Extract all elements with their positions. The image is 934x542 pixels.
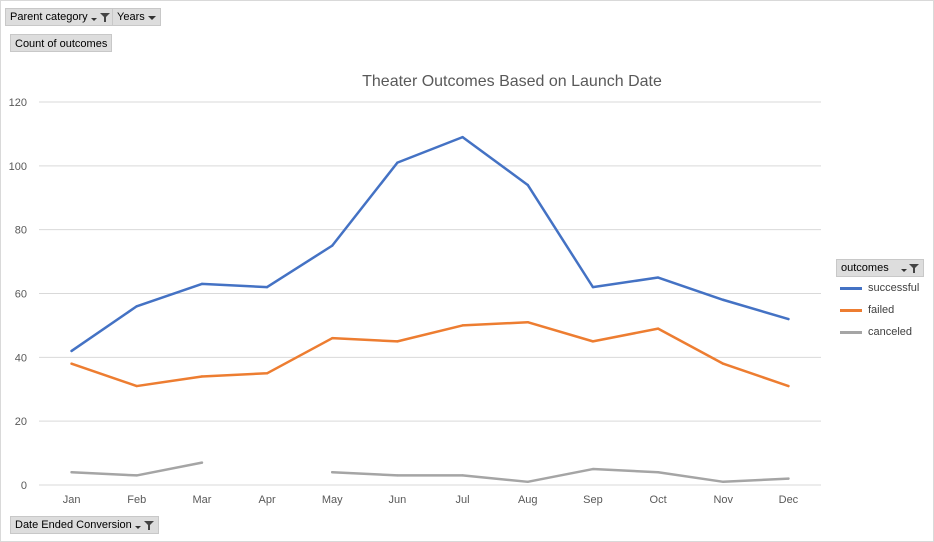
series-lines [70, 135, 790, 484]
legend: outcomes successful failed canceled [836, 259, 924, 343]
legend-item-failed: failed [836, 299, 924, 321]
data-point-canceled [526, 480, 529, 484]
x-tick-label: Dec [779, 494, 799, 506]
filter-icon [143, 520, 154, 530]
gridlines [39, 101, 821, 486]
x-tick-label: Sep [583, 494, 603, 506]
data-point-failed [331, 336, 334, 340]
data-point-successful [526, 183, 529, 187]
legend-title: outcomes [841, 262, 889, 274]
data-point-failed [461, 324, 464, 327]
data-point-canceled [591, 467, 595, 471]
data-point-failed [200, 375, 204, 378]
x-tick-label: Jun [389, 494, 407, 506]
data-point-canceled [461, 474, 464, 477]
axis-field-filter-button[interactable]: Date Ended Conversion [10, 516, 159, 534]
data-point-canceled [70, 471, 73, 474]
data-point-successful [461, 135, 464, 139]
data-point-successful [200, 282, 204, 286]
legend-swatch [840, 308, 862, 312]
data-point-successful [591, 285, 595, 289]
x-tick-label: Jul [456, 494, 470, 506]
data-point-failed [722, 362, 725, 365]
data-point-successful [135, 305, 138, 308]
data-point-failed [70, 362, 73, 365]
x-tick-label: Aug [518, 494, 538, 506]
years-label: Years [117, 11, 145, 23]
x-tick-label: May [322, 494, 343, 506]
chevron-down-icon [90, 13, 97, 21]
y-tick-label: 100 [9, 161, 27, 173]
data-point-successful [787, 317, 790, 321]
chevron-down-icon [134, 521, 141, 529]
data-point-canceled [787, 477, 790, 480]
x-tick-label: Mar [192, 494, 211, 506]
data-point-successful [722, 298, 725, 302]
data-point-failed [265, 372, 269, 375]
y-tick-label: 80 [15, 225, 27, 237]
filter-icon [909, 263, 919, 273]
years-filter-button[interactable]: Years [112, 8, 161, 26]
y-axis-ticks: 0 20 40 60 80 100 120 [9, 97, 27, 492]
axis-field-label: Date Ended Conversion [15, 519, 132, 531]
y-tick-label: 20 [15, 416, 27, 428]
legend-item-canceled: canceled [836, 321, 924, 343]
data-point-canceled [200, 461, 204, 464]
data-point-failed [396, 340, 399, 343]
legend-swatch [840, 330, 862, 334]
legend-label: failed [868, 304, 895, 316]
data-point-failed [787, 384, 790, 388]
data-point-canceled [135, 474, 138, 477]
parent-category-label: Parent category [10, 11, 88, 23]
data-point-failed [135, 384, 138, 388]
data-point-failed [526, 321, 529, 324]
legend-filter-button[interactable]: outcomes [836, 259, 924, 277]
y-tick-label: 0 [21, 480, 27, 492]
data-point-canceled [722, 480, 725, 484]
series-line-canceled [70, 461, 204, 477]
series-line-successful [70, 135, 790, 353]
y-tick-label: 60 [15, 289, 27, 301]
data-point-successful [656, 276, 660, 279]
values-field-button[interactable]: Count of outcomes [10, 34, 113, 52]
chart-title: Theater Outcomes Based on Launch Date [362, 73, 662, 90]
series-line-canceled [331, 467, 790, 484]
data-point-canceled [656, 471, 660, 474]
data-point-canceled [396, 474, 399, 477]
data-point-successful [331, 244, 334, 247]
x-tick-label: Jan [63, 494, 81, 506]
series-line-failed [70, 320, 790, 388]
x-tick-label: Feb [127, 494, 146, 506]
legend-item-successful: successful [836, 277, 924, 299]
data-point-successful [265, 285, 269, 289]
legend-label: canceled [868, 326, 913, 338]
data-point-failed [656, 327, 660, 330]
chevron-down-icon [901, 264, 907, 272]
filter-icon [99, 12, 110, 22]
values-field-label: Count of outcomes [15, 38, 108, 50]
data-point-successful [70, 349, 73, 353]
chevron-down-icon [147, 13, 156, 21]
data-point-canceled [331, 471, 334, 474]
parent-category-filter-button[interactable]: Parent category [5, 8, 115, 26]
legend-swatch [840, 286, 862, 290]
y-tick-label: 40 [15, 352, 27, 364]
x-axis-ticks: Jan Feb Mar Apr May Jun Jul Aug Sep Oct Nov Dec [63, 494, 799, 506]
data-point-successful [396, 161, 399, 164]
data-point-failed [591, 340, 595, 343]
x-tick-label: Nov [713, 494, 733, 506]
x-tick-label: Apr [259, 494, 276, 506]
legend-label: successful [868, 282, 920, 294]
y-tick-label: 120 [9, 97, 27, 109]
x-tick-label: Oct [650, 494, 667, 506]
